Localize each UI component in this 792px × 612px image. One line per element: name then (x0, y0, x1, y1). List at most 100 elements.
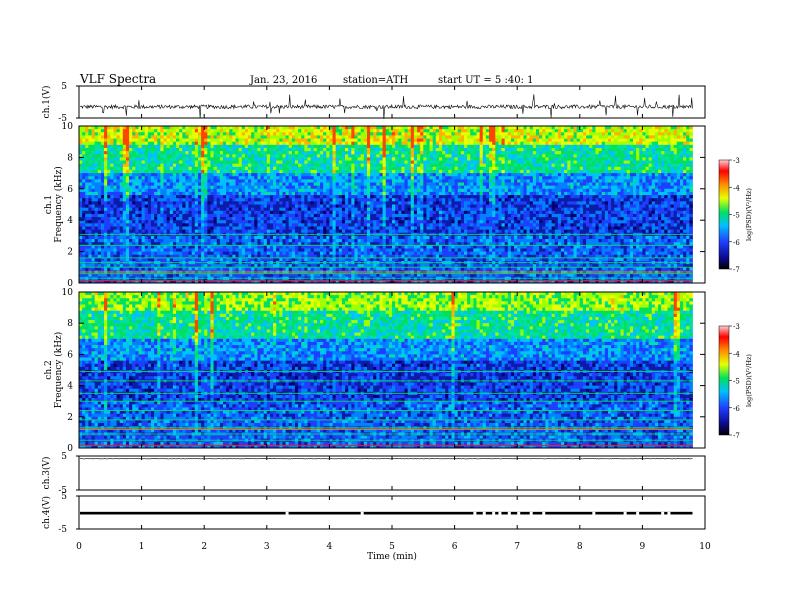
heatmap-cell (589, 142, 593, 146)
heatmap-cell (514, 145, 518, 149)
heatmap-cell (154, 132, 158, 136)
heatmap-cell (185, 126, 189, 130)
heatmap-cell (411, 139, 415, 143)
heatmap-cell (620, 132, 624, 136)
heatmap-cell (276, 139, 280, 143)
heatmap-cell (536, 135, 540, 139)
heatmap-cell (617, 142, 621, 146)
heatmap-cell (201, 142, 205, 146)
heatmap-cell (599, 132, 603, 136)
heatmap-cell (473, 139, 477, 143)
heatmap-cell (339, 139, 343, 143)
heatmap-cell (636, 142, 640, 146)
heatmap-cell (379, 142, 383, 146)
heatmap-cell (220, 148, 224, 152)
heatmap-cell (320, 129, 324, 133)
heatmap-cell (276, 129, 280, 133)
heatmap-cell (448, 139, 452, 143)
heatmap-cell (88, 139, 92, 143)
heatmap-cell (527, 142, 531, 146)
heatmap-cell (104, 145, 108, 149)
heatmap-cell (232, 145, 236, 149)
heatmap-cell (120, 126, 124, 130)
heatmap-cell (132, 135, 136, 139)
heatmap-cell (539, 142, 543, 146)
heatmap-cell (364, 129, 368, 133)
heatmap-cell (492, 142, 496, 146)
heatmap-cell (567, 129, 571, 133)
heatmap-cell (123, 148, 127, 152)
heatmap-cell (408, 145, 412, 149)
heatmap-cell (220, 139, 224, 143)
heatmap-cell (667, 145, 671, 149)
heatmap-cell (555, 126, 559, 130)
heatmap-cell (646, 145, 650, 149)
heatmap-cell (138, 145, 142, 149)
heatmap-cell (301, 135, 305, 139)
heatmap-cell (495, 145, 499, 149)
heatmap-cell (470, 139, 474, 143)
heatmap-cell (101, 142, 105, 146)
heatmap-cell (210, 145, 214, 149)
heatmap-cell (320, 139, 324, 143)
heatmap-cell (508, 145, 512, 149)
heatmap-cell (386, 132, 390, 136)
heatmap-cell (624, 129, 628, 133)
heatmap-cell (599, 142, 603, 146)
heatmap-cell (82, 142, 86, 146)
heatmap-cell (101, 126, 105, 130)
heatmap-cell (189, 145, 193, 149)
heatmap-cell (564, 126, 568, 130)
heatmap-cell (182, 142, 186, 146)
heatmap-cell (323, 129, 327, 133)
heatmap-cell (354, 126, 358, 130)
heatmap-cell (552, 129, 556, 133)
heatmap-cell (680, 142, 684, 146)
heatmap-cell (98, 142, 102, 146)
heatmap-cell (467, 135, 471, 139)
heatmap-cell (345, 129, 349, 133)
heatmap-cell (426, 139, 430, 143)
heatmap-cell (505, 135, 509, 139)
heatmap-cell (426, 142, 430, 146)
heatmap-cell (492, 126, 496, 130)
heatmap-cell (426, 135, 430, 139)
heatmap-cell (351, 135, 355, 139)
heatmap-cell (304, 129, 308, 133)
heatmap-cell (267, 126, 271, 130)
heatmap-cell (433, 139, 437, 143)
heatmap-cell (367, 132, 371, 136)
heatmap-cell (686, 132, 690, 136)
heatmap-cell (223, 135, 227, 139)
heatmap-cell (542, 145, 546, 149)
heatmap-cell (160, 148, 164, 152)
heatmap-cell (170, 132, 174, 136)
heatmap-cell (530, 145, 534, 149)
heatmap-cell (477, 142, 481, 146)
heatmap-cell (405, 135, 409, 139)
heatmap-cell (110, 145, 114, 149)
heatmap-cell (511, 126, 515, 130)
heatmap-cell (436, 145, 440, 149)
heatmap-cell (232, 126, 236, 130)
heatmap-cell (320, 126, 324, 130)
heatmap-cell (508, 132, 512, 136)
heatmap-cell (98, 126, 102, 130)
heatmap-cell (408, 126, 412, 130)
heatmap-cell (329, 139, 333, 143)
heatmap-cell (120, 135, 124, 139)
heatmap-cell (442, 142, 446, 146)
heatmap-cell (160, 142, 164, 146)
heatmap-cell (132, 139, 136, 143)
heatmap-cell (608, 135, 612, 139)
heatmap-cell (192, 148, 196, 152)
heatmap-cell (445, 145, 449, 149)
heatmap-cell (317, 145, 321, 149)
heatmap-cell (242, 132, 246, 136)
heatmap-cell (580, 129, 584, 133)
heatmap-cell (423, 135, 427, 139)
heatmap-cell (658, 142, 662, 146)
heatmap-cell (689, 145, 693, 149)
heatmap-cell (570, 142, 574, 146)
heatmap-cell (270, 129, 274, 133)
